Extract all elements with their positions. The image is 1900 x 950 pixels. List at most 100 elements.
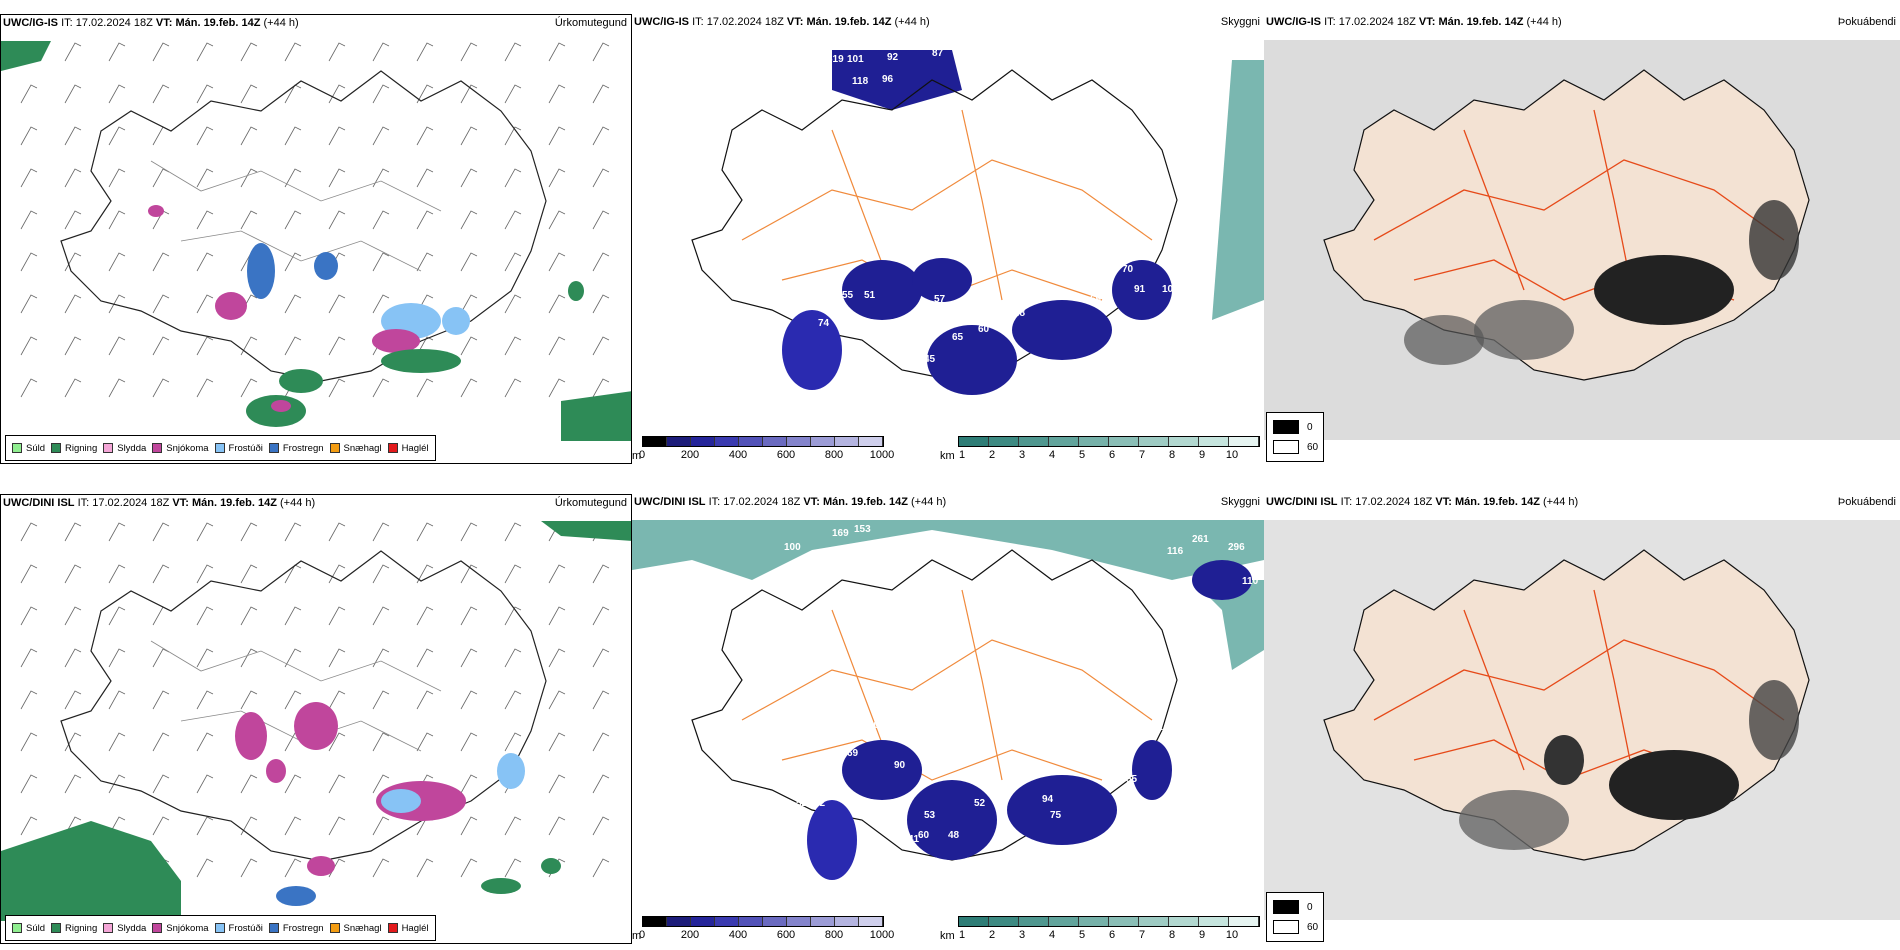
wind-barb <box>196 42 214 62</box>
wind-barb <box>108 690 126 710</box>
wind-barbs <box>20 522 610 878</box>
visibility-value-label: 106 <box>782 92 799 103</box>
visibility-value-label: 57 <box>934 294 946 305</box>
wind-barb <box>20 168 38 188</box>
wind-barb <box>504 168 522 188</box>
wind-barb <box>504 648 522 668</box>
wind-barb <box>416 336 434 356</box>
wind-barb <box>240 210 258 230</box>
panel-label: Þokuábendi <box>1837 16 1896 28</box>
wind-barb <box>108 732 126 752</box>
wind-barb <box>460 378 478 398</box>
wind-barb <box>64 648 82 668</box>
scale-track <box>642 916 884 927</box>
visibility-value-label: 10 <box>1162 284 1174 295</box>
wind-barb <box>504 378 522 398</box>
wind-barb <box>108 126 126 146</box>
panel-label: Skyggni <box>1220 16 1260 28</box>
wind-barb <box>64 732 82 752</box>
wind-barb <box>592 690 610 710</box>
wind-barb <box>64 336 82 356</box>
wind-barb <box>196 522 214 542</box>
wind-barb <box>416 252 434 272</box>
legend-swatch <box>387 923 398 933</box>
wind-barb <box>372 648 390 668</box>
wind-barb <box>548 168 566 188</box>
visibility-value-label: 45 <box>972 292 984 303</box>
wind-barb <box>20 648 38 668</box>
visibility-panel-top: UWC/IG-IS IT: 17.02.2024 18Z VT: Mán. 19… <box>632 14 1264 464</box>
visibility-value-label: 87 <box>932 48 944 59</box>
visibility-value-label: 48 <box>894 820 906 831</box>
wind-barb <box>108 606 126 626</box>
wind-barb <box>284 522 302 542</box>
wind-barb <box>504 126 522 146</box>
visibility-value-label: 90 <box>894 760 906 771</box>
wind-barb <box>592 732 610 752</box>
wind-barb <box>20 564 38 584</box>
wind-barb <box>592 168 610 188</box>
wind-barb <box>20 732 38 752</box>
wind-barb <box>240 858 258 878</box>
visibility-value-label: 62 <box>814 798 826 809</box>
visibility-value-label: 55 <box>1126 774 1138 785</box>
wind-barb <box>592 126 610 146</box>
panel-label: Úrkomutegund <box>554 497 627 509</box>
wind-barb <box>196 732 214 752</box>
wind-barb <box>548 294 566 314</box>
legend-swatch <box>51 923 62 933</box>
visibility-value-label: 37 <box>808 774 820 785</box>
visibility-value-label: 52 <box>796 798 808 809</box>
wind-barb <box>504 294 522 314</box>
wind-barb <box>284 252 302 272</box>
legend-swatch <box>51 443 62 453</box>
visibility-value-label: 296 <box>1228 542 1245 553</box>
wind-barb <box>284 648 302 668</box>
legend-item: Slydda <box>103 923 146 934</box>
wind-barb <box>196 648 214 668</box>
wind-barb <box>20 126 38 146</box>
wind-barb <box>108 252 126 272</box>
wind-barb <box>504 210 522 230</box>
wind-barb <box>460 606 478 626</box>
wind-barb <box>64 774 82 794</box>
wind-barb <box>548 210 566 230</box>
visibility-value-label: 45 <box>888 344 900 355</box>
wind-barb <box>240 336 258 356</box>
wind-barb <box>284 816 302 836</box>
scale-track <box>958 916 1260 927</box>
wind-barb <box>548 564 566 584</box>
wind-barb <box>504 732 522 752</box>
visibility-value-label: 101 <box>847 54 864 65</box>
wind-barb <box>152 252 170 272</box>
legend-swatch <box>12 923 22 933</box>
wind-barb <box>196 84 214 104</box>
wind-barb <box>196 816 214 836</box>
visibility-value-label: 42 <box>934 224 946 235</box>
wind-barb <box>372 732 390 752</box>
legend-swatch <box>152 443 163 453</box>
visibility-value-label: 118 <box>852 76 869 87</box>
legend-swatch <box>1273 420 1299 434</box>
wind-barb <box>504 42 522 62</box>
legend-item: Súld <box>12 923 45 934</box>
wind-barb <box>372 858 390 878</box>
fog-panel-top: UWC/IG-IS IT: 17.02.2024 18Z VT: Mán. 19… <box>1264 14 1900 464</box>
visibility-value-label: 92 <box>887 52 899 63</box>
wind-barb <box>416 210 434 230</box>
wind-barb <box>592 774 610 794</box>
wind-barb <box>548 732 566 752</box>
visibility-value-label: 70 <box>1122 264 1134 275</box>
wind-barb <box>152 84 170 104</box>
wind-barb <box>592 252 610 272</box>
wind-barb <box>64 168 82 188</box>
wind-barb <box>460 168 478 188</box>
wind-barb <box>240 522 258 542</box>
visibility-value-label: 55 <box>1108 758 1120 769</box>
wind-barb <box>548 378 566 398</box>
wind-barb <box>284 606 302 626</box>
wind-barb <box>592 378 610 398</box>
wind-barb <box>152 522 170 542</box>
legend-swatch <box>329 923 340 933</box>
